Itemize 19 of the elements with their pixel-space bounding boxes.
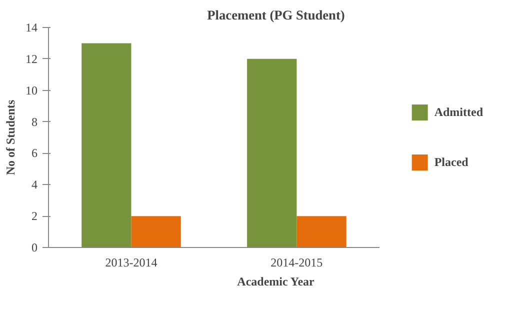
bar: [247, 58, 297, 248]
y-tick-label: 4: [32, 178, 38, 192]
bar: [296, 216, 346, 248]
bar: [131, 216, 181, 248]
y-tick-label: 8: [32, 114, 38, 129]
y-tick-label: 14: [26, 20, 38, 34]
y-axis-title: No of Students: [4, 99, 18, 176]
chart-title: Placement (PG Student): [207, 8, 345, 22]
y-tick-label: 10: [26, 83, 38, 98]
x-tick-label: 2013-2014: [105, 256, 158, 270]
y-tick-label: 2: [32, 209, 38, 224]
legend-label: Placed: [434, 154, 468, 170]
legend-label: Admitted: [434, 104, 483, 120]
bar: [82, 43, 132, 248]
y-tick-label: 12: [26, 52, 38, 66]
x-axis-title: Academic Year: [237, 274, 316, 288]
y-tick-label: 0: [32, 240, 38, 254]
x-tick-label: 2014-2015: [270, 256, 323, 270]
y-tick-label: 6: [32, 146, 38, 160]
